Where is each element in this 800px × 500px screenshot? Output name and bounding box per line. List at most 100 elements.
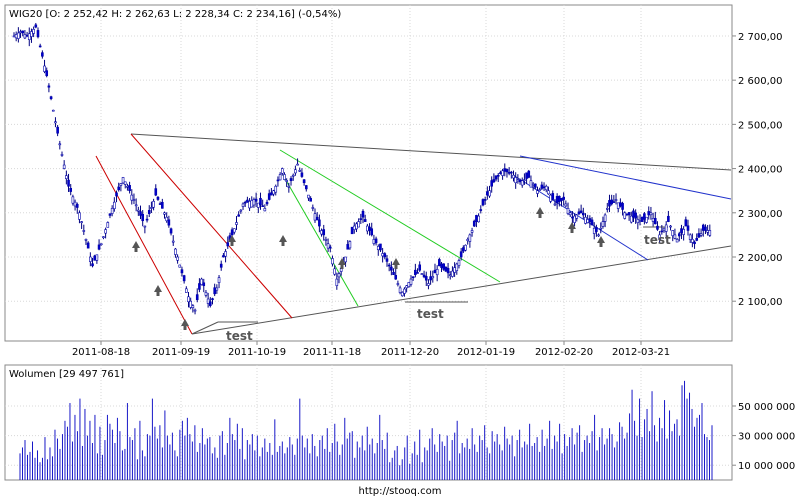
candle-body [147,210,151,214]
candle-body [211,298,214,301]
candle-body [230,229,234,236]
green-channel-line [282,174,359,307]
candle-body [514,177,517,184]
candle-body [27,33,31,41]
candle-body [603,214,607,222]
candle-body [494,175,498,180]
candle-body [263,208,267,212]
up-arrow-stem [134,248,138,252]
candle-body [418,264,422,271]
candle-body [300,172,304,177]
candle-body [363,219,367,222]
candle-body [318,219,321,227]
candle-body [699,233,703,236]
candle-body [322,229,326,236]
candle-body [335,278,339,286]
candle-body [75,204,79,208]
up-arrow-icon [597,236,605,243]
candle-body [438,259,441,267]
candle-body [296,163,299,166]
volume-label: Wolumen [29 497 761] [9,369,124,380]
candle-body [590,219,594,226]
up-arrow-icon [132,241,140,248]
footer-url[interactable]: http://stooq.com [358,486,442,497]
candle-body [141,213,144,222]
candle-body [431,276,435,279]
candle-body [291,174,295,177]
candle-body [503,168,507,172]
candle-body [468,234,472,242]
candle-body [640,216,644,222]
candle-body [278,174,282,181]
candle-body [427,283,430,286]
candle-body [688,234,692,240]
candle-body [62,164,66,169]
candle-body [158,203,162,205]
candle-body [38,45,42,48]
candle-body [695,237,699,241]
candle-body [171,240,175,243]
candle-body [73,201,77,207]
candle-body [472,220,476,227]
candle-body [176,256,179,261]
candle-body [579,210,583,214]
up-arrow-icon [154,285,162,292]
candle-body [411,276,415,279]
price-y-tick-label: 2 700,00 [738,32,783,43]
candle-body [333,268,336,275]
candle-body [174,248,177,255]
candle-body [272,190,275,195]
candle-body [686,225,690,231]
candle-body [67,179,70,187]
candle-body [217,277,221,283]
test-annotation-3: test [644,233,671,247]
candle-body [571,216,574,219]
candle-body [34,24,38,28]
candle-body [307,194,310,199]
candle-body [219,263,223,268]
candle-body [403,288,406,294]
up-arrow-stem [281,242,285,246]
candle-body [608,200,611,207]
candle-body [538,189,541,191]
candle-body [505,169,509,173]
candle-body [224,251,227,257]
candle-body [82,230,86,232]
candle-body [614,199,618,201]
candle-body [344,256,347,263]
candle-body [294,169,297,174]
candle-body [653,217,657,225]
candle-body [470,230,474,233]
candle-body [320,230,323,235]
candle-body [191,305,195,308]
candle-body [139,211,142,216]
candle-body [529,180,533,188]
candle-body [597,234,600,237]
candle-body [104,229,107,234]
candle-body [531,183,535,186]
candle-body [117,186,120,191]
candle-body [619,202,622,207]
candle-body [298,170,302,172]
candle-body [481,199,485,206]
candle-body [477,215,480,223]
candle-body [276,179,280,182]
candle-body [704,226,707,231]
candle-body [331,258,334,265]
candle-body [366,225,369,232]
candle-body [71,196,75,204]
candle-body [274,185,278,193]
candle-body [684,219,688,227]
candle-body [387,264,391,267]
candle-body [215,287,219,291]
candle-body [368,226,371,231]
candle-body [315,216,319,221]
candle-body [549,194,552,202]
candle-body [21,30,25,34]
candle-body [680,228,683,233]
candle-body [424,276,428,281]
candle-body [629,215,633,223]
candle-body [414,269,417,275]
candle-body [693,241,696,245]
candle-body [270,192,273,196]
